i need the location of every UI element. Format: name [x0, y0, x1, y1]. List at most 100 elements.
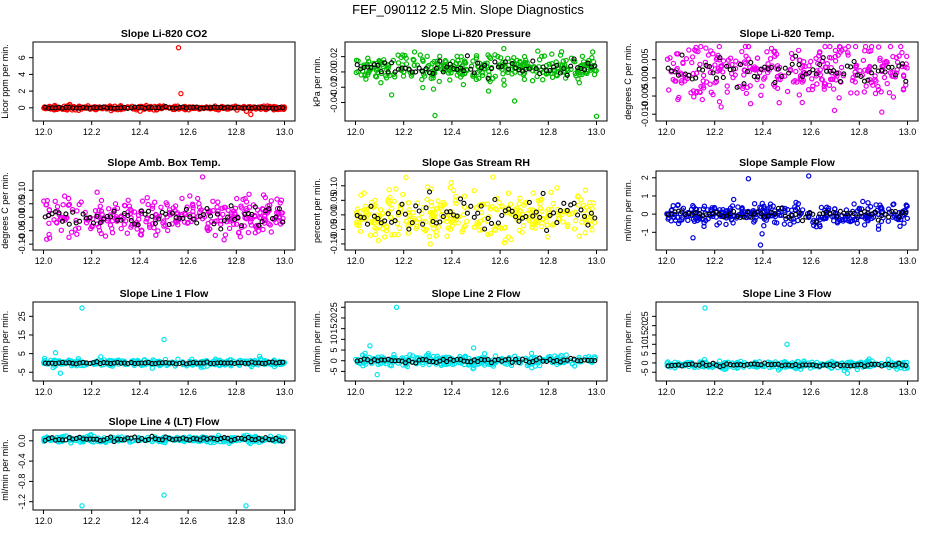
data-point [784, 88, 791, 95]
mean-point [509, 359, 515, 365]
data-point [372, 231, 379, 238]
mean-series [665, 52, 909, 90]
data-point [391, 231, 397, 238]
data-point [164, 214, 170, 220]
data-point [492, 353, 499, 359]
x-tick-label: 12.8 [540, 127, 558, 137]
mean-point [482, 226, 488, 232]
data-point [816, 53, 822, 59]
data-point [712, 79, 718, 86]
data-point [439, 208, 445, 214]
data-point [206, 210, 212, 216]
data-point [546, 206, 552, 212]
mean-point [211, 221, 217, 227]
data-point [471, 365, 477, 371]
outlier-point [745, 175, 752, 182]
data-point [481, 351, 488, 357]
mean-point [416, 208, 422, 214]
x-tick-label: 12.4 [754, 256, 772, 266]
data-point [468, 63, 475, 69]
data-point [230, 221, 237, 228]
mean-point [686, 72, 692, 78]
mean-point [238, 223, 245, 229]
mean-point [475, 210, 481, 216]
data-point [407, 352, 413, 358]
x-tick-label: 12.2 [706, 127, 724, 137]
y-tick-label: 6 [17, 55, 27, 60]
panel-title: Slope Line 2 Flow [432, 288, 522, 300]
data-point [190, 202, 196, 209]
data-point [210, 435, 216, 441]
data-point [746, 209, 752, 215]
data-point [834, 73, 840, 79]
mean-series [354, 53, 598, 81]
data-point [516, 200, 522, 207]
mean-point [571, 200, 577, 206]
x-tick-label: 12.4 [443, 127, 461, 137]
mean-point [896, 214, 902, 220]
data-point [423, 219, 429, 225]
data-point [690, 70, 696, 77]
x-tick-label: 13.0 [899, 256, 917, 266]
data-point [389, 205, 395, 212]
data-point [589, 227, 595, 233]
mean-point [385, 69, 391, 75]
data-point [554, 185, 560, 191]
data-point [693, 48, 699, 54]
data-point [69, 206, 76, 213]
data-point [479, 226, 485, 233]
mean-point [585, 222, 591, 228]
mean-point [554, 62, 560, 68]
data-point [582, 70, 589, 76]
mean-point [225, 214, 231, 220]
data-point [186, 212, 193, 218]
data-point [826, 205, 832, 211]
data-point [821, 81, 828, 87]
data-point [579, 219, 585, 225]
mean-point [101, 216, 107, 222]
panel-title: Slope Sample Flow [739, 157, 836, 169]
mean-point [426, 189, 433, 195]
mean-point [382, 60, 388, 66]
y-tick-label: 2 [640, 175, 650, 180]
data-point [845, 43, 852, 50]
data-point [511, 55, 517, 61]
data-point [519, 229, 525, 235]
y-tick-label: -0.05 [329, 219, 339, 240]
mean-point [588, 357, 594, 364]
mean-point [806, 69, 812, 76]
y-tick-label: 5 [17, 351, 27, 356]
y-tick-label: 20 [640, 321, 650, 331]
mean-point [581, 213, 588, 219]
mean-point [868, 70, 874, 76]
data-point [92, 207, 99, 214]
x-tick-label: 12.6 [491, 127, 509, 137]
data-point [521, 76, 528, 83]
mean-point [170, 210, 176, 216]
mean-point [402, 360, 408, 366]
data-point [210, 207, 216, 214]
mean-point [799, 218, 806, 224]
data-point [739, 48, 745, 55]
mean-point [375, 216, 381, 222]
mean-point [772, 80, 778, 86]
mean-point [488, 220, 495, 226]
data-point [169, 221, 175, 227]
data-point [47, 235, 53, 241]
outlier-point [79, 503, 85, 509]
data-point [410, 56, 416, 63]
mean-point [886, 214, 892, 220]
mean-point [276, 206, 282, 212]
data-point [463, 60, 469, 66]
mean-point [526, 199, 532, 205]
data-point [413, 225, 419, 232]
data-point [151, 225, 157, 231]
mean-point [204, 206, 210, 212]
data-points [354, 174, 598, 247]
data-point [158, 204, 164, 210]
data-point [149, 205, 156, 212]
data-point [206, 226, 213, 232]
data-point [765, 206, 771, 212]
mean-point [679, 52, 685, 58]
y-axis-label: kPa per min. [312, 56, 322, 107]
